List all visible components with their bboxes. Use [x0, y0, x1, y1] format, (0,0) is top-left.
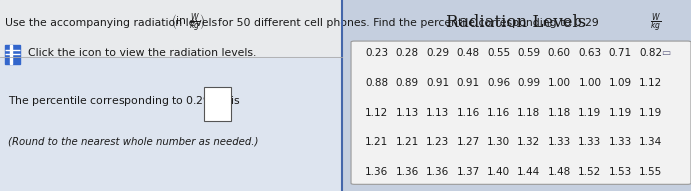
Text: 1.48: 1.48 [548, 167, 571, 177]
Text: 1.21: 1.21 [395, 137, 419, 147]
Text: 1.16: 1.16 [487, 108, 510, 118]
Text: 1.00: 1.00 [578, 78, 601, 88]
Text: 1.32: 1.32 [518, 137, 540, 147]
Text: 0.91: 0.91 [457, 78, 480, 88]
Text: 0.63: 0.63 [578, 49, 601, 58]
Text: 0.88: 0.88 [365, 78, 388, 88]
Text: 1.16: 1.16 [456, 108, 480, 118]
Text: 0.48: 0.48 [457, 49, 480, 58]
FancyBboxPatch shape [351, 41, 691, 184]
Text: 0.59: 0.59 [518, 49, 540, 58]
Text: ▭: ▭ [661, 49, 670, 58]
Text: 1.18: 1.18 [548, 108, 571, 118]
Text: 1.53: 1.53 [609, 167, 632, 177]
Bar [0, 57, 342, 191]
Text: 1.00: 1.00 [548, 78, 571, 88]
Text: 0.60: 0.60 [548, 49, 571, 58]
Text: 1.33: 1.33 [609, 137, 632, 147]
Text: 1.52: 1.52 [578, 167, 601, 177]
Text: 1.55: 1.55 [639, 167, 663, 177]
Text: 1.34: 1.34 [639, 137, 663, 147]
Text: 0.29: 0.29 [426, 49, 449, 58]
Text: 1.12: 1.12 [639, 78, 663, 88]
Text: 0.71: 0.71 [609, 49, 632, 58]
Text: 0.99: 0.99 [518, 78, 540, 88]
Text: The percentile corresponding to 0.29 $\frac{W}{kg}$  is: The percentile corresponding to 0.29 $\f… [8, 91, 240, 115]
Text: 1.13: 1.13 [395, 108, 419, 118]
Text: 1.40: 1.40 [487, 167, 510, 177]
Text: 0.91: 0.91 [426, 78, 449, 88]
Text: Use the accompanying radiation levels: Use the accompanying radiation levels [5, 18, 217, 28]
Bar [204, 87, 231, 121]
Text: 1.18: 1.18 [518, 108, 540, 118]
Text: 1.19: 1.19 [639, 108, 663, 118]
Text: 1.44: 1.44 [518, 167, 540, 177]
Text: 0.82: 0.82 [639, 49, 662, 58]
Text: Radiation Levels: Radiation Levels [446, 14, 587, 32]
Bar [10, 45, 12, 64]
Bar [0, 0, 691, 57]
Text: 1.33: 1.33 [578, 137, 601, 147]
Text: 0.23: 0.23 [365, 49, 388, 58]
Text: 1.09: 1.09 [609, 78, 632, 88]
Text: 0.55: 0.55 [487, 49, 510, 58]
Text: 1.19: 1.19 [578, 108, 601, 118]
Text: 1.19: 1.19 [609, 108, 632, 118]
Bar [5, 45, 20, 64]
Text: (Round to the nearest whole number as needed.): (Round to the nearest whole number as ne… [8, 136, 259, 146]
Text: 1.36: 1.36 [365, 167, 388, 177]
Text: 0.89: 0.89 [395, 78, 419, 88]
Text: 1.33: 1.33 [548, 137, 571, 147]
Text: 1.36: 1.36 [395, 167, 419, 177]
Text: 1.23: 1.23 [426, 137, 449, 147]
Text: 1.13: 1.13 [426, 108, 449, 118]
Text: for 50 different cell phones. Find the percentile corresponding to 0.29: for 50 different cell phones. Find the p… [218, 18, 598, 28]
Text: 1.12: 1.12 [365, 108, 388, 118]
Text: 1.21: 1.21 [365, 137, 388, 147]
Text: 0.96: 0.96 [487, 78, 510, 88]
Bar [342, 0, 691, 191]
Text: $\left(\mathrm{in}\ \frac{W}{kg}\right)$: $\left(\mathrm{in}\ \frac{W}{kg}\right)$ [171, 11, 206, 35]
Text: 0.28: 0.28 [395, 49, 419, 58]
Text: 1.37: 1.37 [456, 167, 480, 177]
Text: 1.36: 1.36 [426, 167, 449, 177]
Text: Click the icon to view the radiation levels.: Click the icon to view the radiation lev… [28, 49, 256, 58]
Text: 1.30: 1.30 [487, 137, 510, 147]
Text: 1.27: 1.27 [456, 137, 480, 147]
Text: $\frac{W}{kg}$: $\frac{W}{kg}$ [650, 11, 661, 35]
